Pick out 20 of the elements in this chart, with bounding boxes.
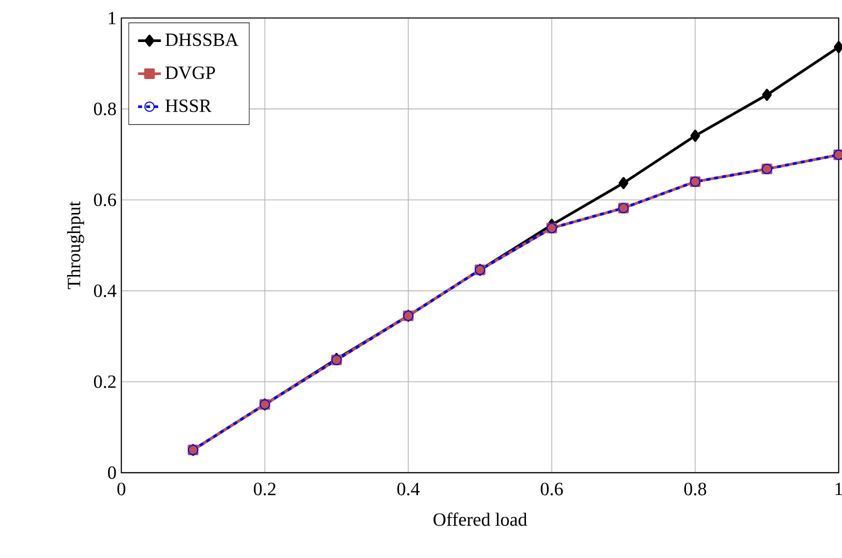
- point: [690, 130, 700, 142]
- legend-label: HSSR: [165, 100, 212, 112]
- x-tick-label: 0.4: [397, 482, 420, 496]
- legend-label: DHSSBA: [165, 33, 238, 46]
- y-tick-label: 1: [108, 12, 116, 24]
- y-axis-title: Throughput: [67, 201, 84, 290]
- x-tick-label: 1: [836, 482, 842, 496]
- y-tick-label: 0.2: [94, 375, 116, 388]
- point: [618, 177, 628, 190]
- legend-label: DVGP: [165, 66, 215, 80]
- y-tick-label: 0.6: [94, 194, 116, 206]
- y-tick-label: 0: [108, 466, 116, 479]
- x-tick-label: 0.6: [540, 482, 563, 496]
- y-tick-label: 0.8: [94, 102, 116, 116]
- x-axis-title: Offered load: [434, 512, 528, 526]
- x-tick-label: 0.8: [684, 482, 706, 496]
- x-tick-label: 0: [117, 482, 126, 496]
- y-tick-label: 0.4: [94, 284, 116, 298]
- point: [762, 88, 772, 101]
- x-tick-label: 0.2: [254, 482, 276, 496]
